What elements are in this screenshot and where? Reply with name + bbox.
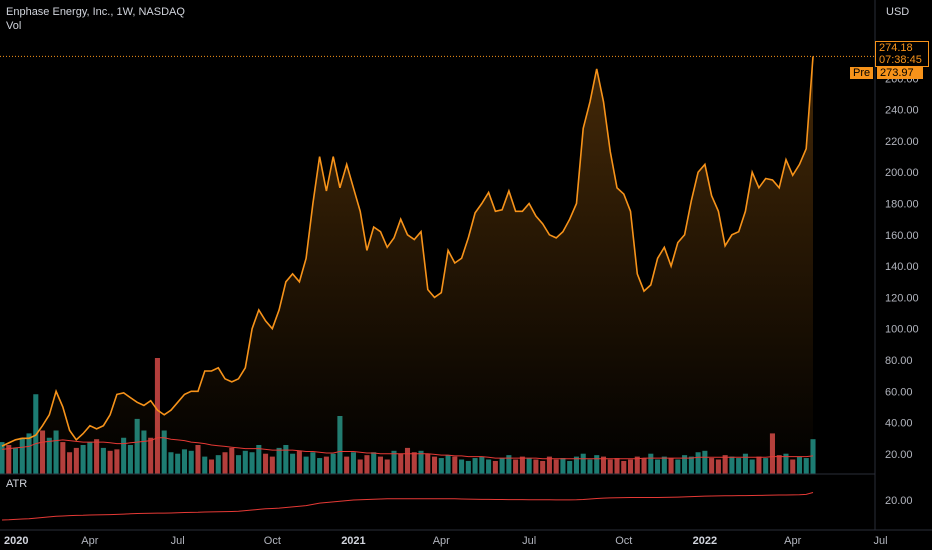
time-axis[interactable]: 2020AprJulOct2021AprJulOct2022AprJulOct <box>4 535 932 547</box>
price-tick-label: 40.00 <box>885 418 913 430</box>
time-tick-label: Jul <box>171 535 185 547</box>
price-tick-label: 220.00 <box>885 136 919 148</box>
volume-label[interactable]: Vol <box>6 20 22 32</box>
price-tick-label: 120.00 <box>885 292 919 304</box>
chart-title: Enphase Energy, Inc., 1W, NASDAQ <box>6 6 185 18</box>
last-price-tag: 274.18 07:38:45 <box>875 41 929 67</box>
time-tick-label: Jul <box>522 535 536 547</box>
price-line[interactable] <box>1 56 814 447</box>
time-tick-label: Apr <box>81 535 98 547</box>
price-area-fill <box>2 56 813 475</box>
price-axis[interactable]: 280.00260.00240.00220.00200.00180.00160.… <box>885 42 919 461</box>
price-tick-label: 140.00 <box>885 261 919 273</box>
price-tick-label: 80.00 <box>885 355 913 367</box>
time-tick-label: Apr <box>784 535 801 547</box>
atr-line <box>1 492 814 521</box>
price-tick-label: 100.00 <box>885 324 919 336</box>
price-tick-label: 60.00 <box>885 386 913 398</box>
price-tick-label: 180.00 <box>885 199 919 211</box>
time-tick-label: 2022 <box>693 535 717 547</box>
volume-ma-line <box>1 437 814 460</box>
price-tick-label: 200.00 <box>885 167 919 179</box>
atr-axis: 20.00 <box>885 495 913 507</box>
price-tick-label: 20.00 <box>885 449 913 461</box>
price-tick-label: 240.00 <box>885 105 919 117</box>
pre-market-price: 273.97 <box>877 67 923 79</box>
time-tick-label: Jul <box>874 535 888 547</box>
time-tick-label: Oct <box>264 535 281 547</box>
countdown-timer: 07:38:45 <box>879 54 922 66</box>
time-tick-label: 2020 <box>4 535 28 547</box>
time-tick-label: Apr <box>433 535 450 547</box>
atr-tick-label: 20.00 <box>885 495 913 507</box>
time-tick-label: 2021 <box>341 535 365 547</box>
atr-label[interactable]: ATR <box>6 478 28 490</box>
pre-market-label: Pre <box>850 67 874 79</box>
price-tick-label: 160.00 <box>885 230 919 242</box>
currency-label[interactable]: USD <box>886 6 910 18</box>
last-price-value: 274.18 <box>879 42 913 54</box>
time-tick-label: Oct <box>615 535 632 547</box>
